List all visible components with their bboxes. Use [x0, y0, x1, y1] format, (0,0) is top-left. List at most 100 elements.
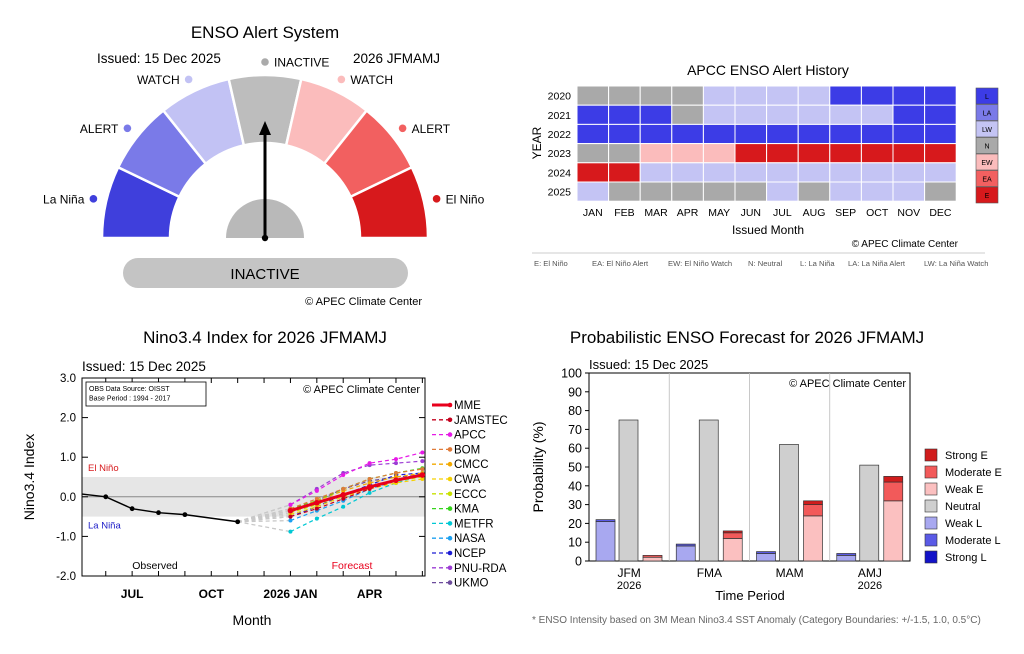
nino-legend-dot-JAMSTEC — [447, 417, 453, 423]
nino-observed-point — [156, 510, 161, 516]
history-year-2022: 2022 — [548, 129, 572, 141]
prob-ytick-80: 80 — [568, 404, 582, 418]
nino-series-point-MME — [419, 472, 426, 478]
nino-legend-label-PNU-RDA: PNU-RDA — [454, 563, 507, 575]
prob-legend-swatch-2 — [924, 482, 938, 496]
prob-ytick-100: 100 — [561, 367, 582, 381]
history-cell-2020-APR — [671, 85, 704, 106]
prob-bar-neutral — [698, 419, 719, 562]
history-cell-2023-SEP — [829, 143, 862, 164]
probability-chart-panel: Probabilistic ENSO Forecast for 2026 JFM… — [530, 328, 1002, 626]
history-cell-2021-JUN — [734, 104, 768, 125]
nino-legend-label-MME: MME — [454, 400, 481, 412]
prob-bar-la-nina-weak — [756, 553, 776, 562]
history-cell-2023-NOV — [892, 143, 926, 164]
prob-bar-el-nino-strong — [803, 500, 823, 505]
history-cell-2021-OCT — [860, 104, 894, 125]
gauge-dot-5 — [398, 124, 407, 133]
history-month-SEP: SEP — [835, 207, 856, 219]
history-year-2021: 2021 — [548, 110, 572, 122]
nino-series-line-CMCC — [290, 472, 423, 512]
prob-title: Probabilistic ENSO Forecast for 2026 JFM… — [570, 328, 924, 347]
nino-xtick-JUL: JUL — [121, 587, 144, 601]
prob-bar-neutral — [779, 444, 799, 562]
history-cell-2024-MAY — [702, 162, 736, 183]
nino-series-point-BOM — [367, 476, 372, 481]
history-cell-2025-SEP — [829, 181, 862, 202]
gauge-dot-2 — [184, 75, 193, 84]
nino-series-point-APCC — [367, 461, 372, 466]
nino-observed-point — [103, 494, 109, 500]
prob-legend-swatch-4 — [924, 516, 938, 530]
prob-copyright: © APEC Climate Center — [789, 378, 906, 390]
history-footnote-0: E: El Niño — [534, 259, 568, 268]
history-cell-2021-SEP — [829, 104, 862, 125]
history-cell-2024-DEC — [924, 162, 957, 183]
nino-legend-dot-CMCC — [447, 461, 453, 467]
gauge-status-text: INACTIVE — [230, 266, 299, 283]
history-footnote-2: EW: El Niño Watch — [668, 259, 732, 268]
history-year-2025: 2025 — [548, 187, 572, 199]
nino-la-nina-label: La Niña — [88, 521, 121, 532]
history-year-2020: 2020 — [548, 91, 572, 103]
prob-bar-el-nino-moderate — [642, 555, 663, 558]
prob-ytick-10: 10 — [568, 536, 582, 550]
prob-ytick-50: 50 — [568, 461, 582, 475]
nino-series-point-METFR — [367, 490, 372, 495]
nino-series-point-NASA — [288, 518, 293, 523]
nino-legend-dot-MME — [447, 402, 453, 408]
history-month-JUN: JUN — [741, 207, 761, 219]
history-cell-2023-APR — [671, 143, 704, 164]
history-month-AUG: AUG — [803, 207, 826, 219]
history-legend-swatch-E — [975, 186, 999, 204]
nino-xtick-OCT: OCT — [199, 587, 225, 601]
history-month-DEC: DEC — [929, 207, 952, 219]
prob-category-MAM: MAM — [776, 566, 804, 580]
nino-series-point-BOM — [420, 467, 425, 472]
history-year-2024: 2024 — [548, 167, 572, 179]
gauge-label-6: El Niño — [446, 192, 485, 206]
nino-ytick-0.0: 0.0 — [60, 492, 76, 504]
enso-alert-gauge: ENSO Alert System Issued: 15 Dec 2025 20… — [43, 23, 485, 308]
prob-bar-el-nino-strong — [722, 530, 743, 534]
nino-legend-label-JAMSTEC: JAMSTEC — [454, 415, 508, 427]
nino-legend-label-APCC: APCC — [454, 430, 486, 442]
history-cell-2023-JUN — [734, 143, 768, 164]
nino-legend-label-METFR: METFR — [454, 518, 494, 530]
history-cell-2022-JUL — [766, 123, 799, 145]
prob-legend-label-2: Weak E — [945, 484, 983, 496]
history-title: APCC ENSO Alert History — [687, 62, 849, 78]
nino-legend-label-NASA: NASA — [454, 533, 486, 545]
history-cell-2021-MAR — [639, 104, 673, 125]
history-cell-2025-OCT — [860, 181, 894, 202]
nino-series-line-PNU-RDA — [290, 460, 423, 506]
nino-series-point-MME — [393, 477, 399, 483]
prob-bar-la-nina-weak — [595, 521, 616, 562]
history-cell-2021-AUG — [797, 104, 831, 125]
gauge-label-5: ALERT — [412, 122, 451, 136]
gauge-status-bar — [123, 258, 408, 288]
history-cell-2022-OCT — [860, 123, 894, 145]
prob-xlabel: Time Period — [715, 588, 785, 603]
prob-legend-swatch-0 — [924, 448, 938, 462]
gauge-segment-6 — [348, 165, 430, 240]
nino-observed-label: Observed — [132, 560, 178, 572]
nino-copyright: © APEC Climate Center — [303, 384, 420, 396]
nino-obs-info-box — [85, 381, 207, 407]
prob-bar-la-nina-weak — [675, 545, 696, 562]
history-cell-2022-SEP — [829, 123, 862, 145]
history-cell-2020-JUL — [766, 85, 799, 106]
nino-series-point-APCC — [288, 502, 293, 507]
history-cell-2024-JUL — [766, 162, 799, 183]
history-cell-2020-JAN — [576, 85, 610, 106]
history-legend-swatch-N — [975, 137, 999, 154]
history-cell-2024-NOV — [892, 162, 926, 183]
prob-legend-label-5: Moderate L — [945, 535, 1001, 547]
prob-bar-neutral — [859, 464, 880, 562]
prob-bar-la-nina-weak — [836, 555, 857, 562]
nino-legend-dot-KMA — [447, 506, 453, 511]
gauge-label-4: WATCH — [350, 73, 393, 87]
gauge-label-0: La Niña — [43, 192, 85, 206]
gauge-needle-head — [259, 121, 271, 135]
nino-connector-PNU-RDA — [237, 504, 291, 523]
